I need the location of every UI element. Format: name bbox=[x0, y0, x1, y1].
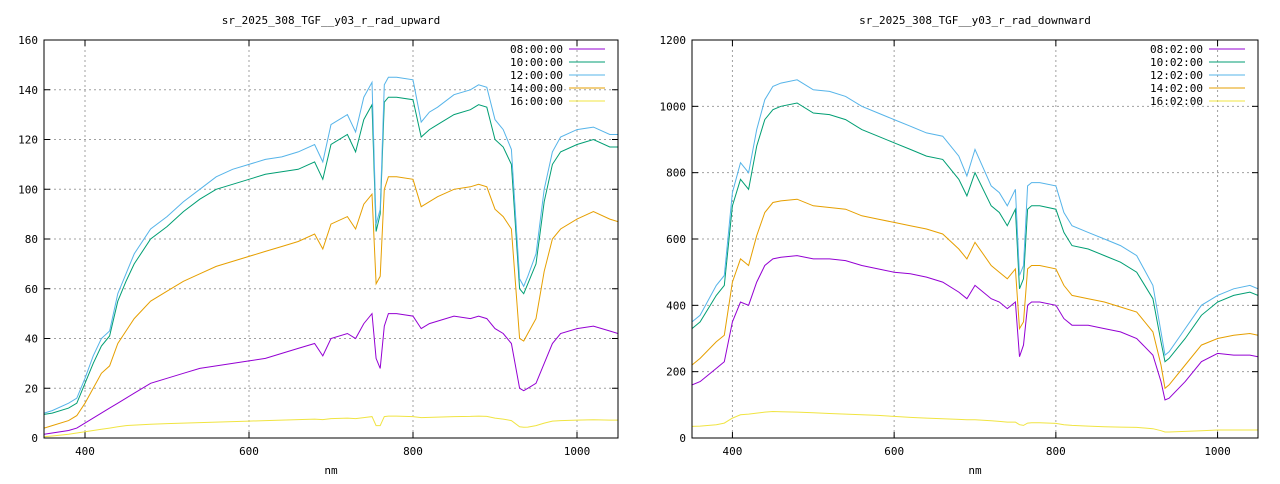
y-tick-label: 1000 bbox=[660, 100, 687, 113]
series-line-12-00-00 bbox=[44, 76, 618, 414]
series-line-16-00-00 bbox=[44, 415, 618, 438]
legend-label: 14:02:00 bbox=[1150, 82, 1203, 95]
legend-label: 10:00:00 bbox=[510, 56, 563, 69]
y-tick-label: 120 bbox=[18, 134, 38, 147]
series-lines bbox=[692, 79, 1258, 433]
series-line-08-02-00 bbox=[692, 255, 1258, 401]
y-tick-label: 200 bbox=[666, 366, 686, 379]
legend-label: 12:02:00 bbox=[1150, 69, 1203, 82]
y-tick-label: 140 bbox=[18, 84, 38, 97]
series-line-10-00-00 bbox=[44, 96, 618, 415]
y-tick-label: 800 bbox=[666, 167, 686, 180]
x-tick-label: 800 bbox=[1046, 445, 1066, 458]
chart-panel-2: sr_2025_308_TGF__y03_r_rad_downward 0 200 4… bbox=[660, 14, 1259, 477]
y-tick-label: 160 bbox=[18, 34, 38, 47]
x-tick-label: 400 bbox=[722, 445, 742, 458]
x-tick-label: 1000 bbox=[1204, 445, 1231, 458]
plot-frame bbox=[43, 39, 619, 439]
series-lines bbox=[44, 76, 618, 438]
y-tick-label: 20 bbox=[25, 382, 38, 395]
legend-label: 08:00:00 bbox=[510, 43, 563, 56]
legend-label: 08:02:00 bbox=[1150, 43, 1203, 56]
legend-label: 16:00:00 bbox=[510, 95, 563, 108]
plot-frame bbox=[691, 39, 1259, 439]
series-line-08-00-00 bbox=[44, 312, 618, 435]
legend-label: 12:00:00 bbox=[510, 69, 563, 82]
y-tick-label: 400 bbox=[666, 299, 686, 312]
chart-title: sr_2025_308_TGF__y03_r_rad_upward bbox=[222, 14, 441, 27]
x-tick-label: 600 bbox=[884, 445, 904, 458]
y-tick-label: 1200 bbox=[660, 34, 687, 47]
x-tick-label: 600 bbox=[239, 445, 259, 458]
series-line-14-02-00 bbox=[692, 198, 1258, 390]
legend-label: 10:02:00 bbox=[1150, 56, 1203, 69]
x-tick-label: 1000 bbox=[564, 445, 591, 458]
x-tick-label: 800 bbox=[403, 445, 423, 458]
y-tick-label: 40 bbox=[25, 333, 38, 346]
series-line-16-02-00 bbox=[692, 410, 1258, 433]
series-line-12-02-00 bbox=[692, 79, 1258, 357]
y-tick-label: 100 bbox=[18, 183, 38, 196]
series-line-14-00-00 bbox=[44, 176, 618, 429]
y-tick-label: 0 bbox=[31, 432, 38, 445]
x-axis-label: nm bbox=[324, 464, 338, 477]
chart-panel-1: sr_2025_308_TGF__y03_r_rad_upward 0 20 40 60… bbox=[18, 14, 619, 477]
y-tick-label: 0 bbox=[679, 432, 686, 445]
y-tick-label: 60 bbox=[25, 283, 38, 296]
y-tick-label: 80 bbox=[25, 233, 38, 246]
x-tick-label: 400 bbox=[75, 445, 95, 458]
legend-label: 14:00:00 bbox=[510, 82, 563, 95]
series-line-10-02-00 bbox=[692, 102, 1258, 363]
legend-label: 16:02:00 bbox=[1150, 95, 1203, 108]
x-axis-label: nm bbox=[968, 464, 982, 477]
chart-title: sr_2025_308_TGF__y03_r_rad_downward bbox=[859, 14, 1091, 27]
y-tick-label: 600 bbox=[666, 233, 686, 246]
